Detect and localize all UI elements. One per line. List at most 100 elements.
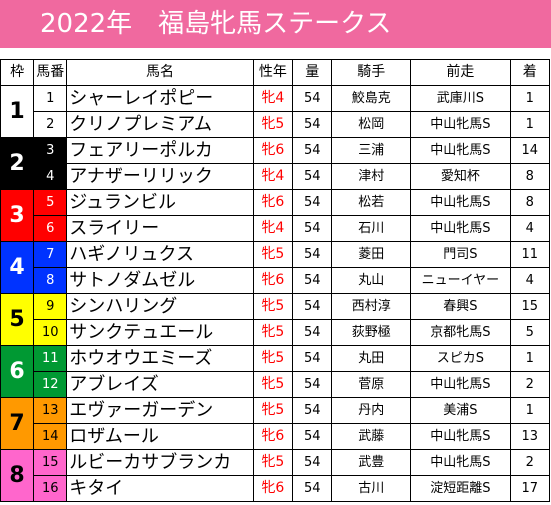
table-row: 4 7 ハギノリュクス 牝5 54 菱田 門司S 11 (0, 241, 551, 294)
table-row: 6 スライリー 牝4 54 石川 中山牝馬S 4 (1, 215, 551, 242)
umaban-cell: 6 (33, 215, 68, 242)
finish-cell: 13 (509, 423, 551, 450)
sex-age-cell: 牝5 (252, 371, 294, 398)
umaban-cell: 4 (33, 163, 68, 190)
horse-name-cell: フェアリーポルカ (66, 137, 254, 164)
previous-race-cell: 春興S (410, 293, 511, 320)
sex-age-cell: 牝4 (252, 163, 294, 190)
jockey-cell: 荻野極 (331, 319, 412, 346)
finish-cell: 14 (509, 137, 551, 164)
jockey-cell: 武豊 (331, 449, 412, 476)
jockey-cell: 古川 (331, 475, 412, 502)
previous-race-cell: ニューイヤー (410, 267, 511, 294)
sex-age-cell: 牝6 (252, 137, 294, 164)
umaban-cell: 3 (33, 137, 68, 164)
umaban-cell: 5 (33, 189, 68, 216)
waku-cell: 5 (0, 293, 35, 346)
weight-cell: 54 (292, 163, 333, 190)
horse-name-cell: ホウオウエミーズ (66, 345, 254, 372)
finish-cell: 5 (509, 319, 551, 346)
sex-age-cell: 牝6 (252, 475, 294, 502)
finish-cell: 8 (509, 163, 551, 190)
weight-cell: 54 (292, 85, 333, 112)
jockey-cell: 鮫島克 (331, 85, 412, 112)
jockey-cell: 津村 (331, 163, 412, 190)
header-prev: 前走 (410, 59, 511, 86)
table-row: 1 1 シャーレイポピー 牝4 54 鮫島克 武庫川S 1 (0, 85, 551, 138)
weight-cell: 54 (292, 111, 333, 138)
umaban-cell: 14 (33, 423, 68, 450)
horse-name-cell: アナザーリリック (66, 163, 254, 190)
umaban-cell: 16 (33, 475, 68, 502)
weight-cell: 54 (292, 215, 333, 242)
sex-age-cell: 牝6 (252, 267, 294, 294)
umaban-cell: 10 (33, 319, 68, 346)
weight-cell: 54 (292, 293, 333, 320)
horse-name-cell: サンクテュエール (66, 319, 254, 346)
jockey-cell: 松岡 (331, 111, 412, 138)
sex-age-cell: 牝5 (252, 241, 294, 268)
title-bar: 2022年 福島牝馬ステークス (0, 0, 551, 48)
table-row: 3 5 ジュランビル 牝6 54 松若 中山牝馬S 8 (0, 189, 551, 242)
horse-name-cell: クリノプレミアム (66, 111, 254, 138)
waku-cell: 8 (0, 449, 35, 502)
jockey-cell: 菅原 (331, 371, 412, 398)
sex-age-cell: 牝4 (252, 85, 294, 112)
weight-cell: 54 (292, 241, 333, 268)
horse-name-cell: シンハリング (66, 293, 254, 320)
jockey-cell: 丸山 (331, 267, 412, 294)
horse-name-cell: キタイ (66, 475, 254, 502)
finish-cell: 2 (509, 371, 551, 398)
table-row: 8 サトノダムゼル 牝6 54 丸山 ニューイヤー 4 (1, 267, 551, 294)
previous-race-cell: 中山牝馬S (410, 449, 511, 476)
sex-age-cell: 牝5 (252, 319, 294, 346)
previous-race-cell: 中山牝馬S (410, 137, 511, 164)
umaban-cell: 15 (33, 449, 68, 476)
jockey-cell: 石川 (331, 215, 412, 242)
weight-cell: 54 (292, 475, 333, 502)
table-row: 8 15 ルビーカサブランカ 牝5 54 武豊 中山牝馬S 2 (0, 449, 551, 502)
waku-cell: 7 (0, 397, 35, 450)
waku-cell: 6 (0, 345, 35, 398)
horse-name-cell: ロザムール (66, 423, 254, 450)
table-row: 16 キタイ 牝6 54 古川 淀短距離S 17 (1, 475, 551, 502)
previous-race-cell: 淀短距離S (410, 475, 511, 502)
sex-age-cell: 牝6 (252, 189, 294, 216)
table-row: 10 サンクテュエール 牝5 54 荻野極 京都牝馬S 5 (1, 319, 551, 346)
table-row: 2 3 フェアリーポルカ 牝6 54 三浦 中山牝馬S 14 (0, 137, 551, 190)
umaban-cell: 12 (33, 371, 68, 398)
race-title: 2022年 福島牝馬ステークス (40, 9, 392, 39)
jockey-cell: 丹内 (331, 397, 412, 424)
previous-race-cell: 門司S (410, 241, 511, 268)
horse-name-cell: スライリー (66, 215, 254, 242)
table-row: 14 ロザムール 牝6 54 武藤 中山牝馬S 13 (1, 423, 551, 450)
horse-name-cell: シャーレイポピー (66, 85, 254, 112)
header-weight: 量 (292, 59, 333, 86)
table-row: 5 9 シンハリング 牝5 54 西村淳 春興S 15 (0, 293, 551, 346)
header-row: 枠 馬番 馬名 性年 量 騎手 前走 着 (0, 59, 551, 86)
finish-cell: 4 (509, 215, 551, 242)
finish-cell: 1 (509, 85, 551, 112)
sex-age-cell: 牝4 (252, 215, 294, 242)
previous-race-cell: スピカS (410, 345, 511, 372)
previous-race-cell: 中山牝馬S (410, 423, 511, 450)
jockey-cell: 武藤 (331, 423, 412, 450)
table-row: 6 11 ホウオウエミーズ 牝5 54 丸田 スピカS 1 (0, 345, 551, 398)
horse-name-cell: アブレイズ (66, 371, 254, 398)
finish-cell: 1 (509, 397, 551, 424)
weight-cell: 54 (292, 137, 333, 164)
previous-race-cell: 中山牝馬S (410, 111, 511, 138)
finish-cell: 15 (509, 293, 551, 320)
header-name: 馬名 (66, 59, 254, 86)
umaban-cell: 13 (33, 397, 68, 424)
umaban-cell: 8 (33, 267, 68, 294)
table-row: 4 アナザーリリック 牝4 54 津村 愛知杯 8 (1, 163, 551, 190)
umaban-cell: 7 (33, 241, 68, 268)
previous-race-cell: 武庫川S (410, 85, 511, 112)
weight-cell: 54 (292, 189, 333, 216)
umaban-cell: 1 (33, 85, 68, 112)
waku-cell: 1 (0, 85, 35, 138)
previous-race-cell: 京都牝馬S (410, 319, 511, 346)
sex-age-cell: 牝5 (252, 449, 294, 476)
sex-age-cell: 牝5 (252, 111, 294, 138)
